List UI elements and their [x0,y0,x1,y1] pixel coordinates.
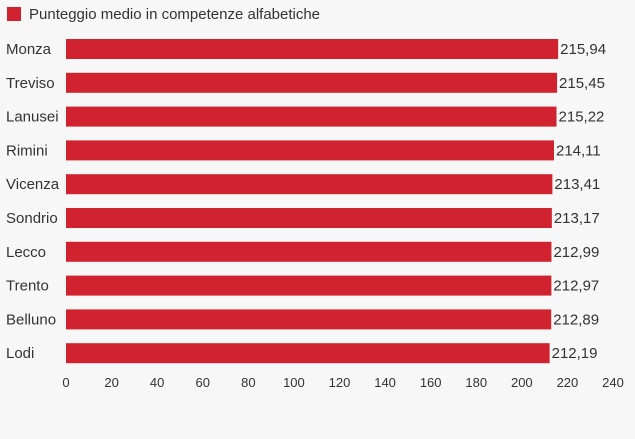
legend-label: Punteggio medio in competenze alfabetich… [29,5,321,23]
value-label: 214,11 [556,142,601,159]
bar [66,208,552,228]
bar [66,241,552,262]
x-tick-label: 20 [104,375,118,390]
category-label: Lanusei [6,109,59,126]
x-tick-label: 140 [374,375,396,390]
x-tick-label: 40 [150,375,164,390]
value-label: 213,41 [554,176,600,193]
x-tick-label: 60 [196,375,210,390]
x-tick-label: 80 [241,375,255,390]
x-tick-label: 120 [329,375,351,390]
bar [66,275,552,296]
category-label: Sondrio [6,210,58,227]
category-label: Trento [6,278,49,295]
category-label: Rimini [6,142,48,159]
category-label: Lodi [6,345,34,362]
category-label: Monza [6,41,52,58]
value-label: 215,22 [559,109,605,126]
legend: Punteggio medio in competenze alfabetich… [7,5,320,23]
bar [66,39,559,59]
value-label: 215,45 [559,75,605,92]
value-label: 212,89 [553,311,599,328]
x-tick-label: 100 [283,375,305,390]
x-tick-label: 240 [602,375,624,390]
x-tick-label: 0 [62,375,69,390]
bar [66,309,552,330]
category-label: Vicenza [6,176,60,193]
x-tick-label: 160 [420,375,442,390]
value-label: 213,17 [554,210,600,227]
bar [66,72,558,93]
value-label: 212,99 [553,244,599,261]
bar [66,140,554,161]
value-label: 212,19 [552,345,598,362]
bar [66,106,557,127]
bar [66,174,553,195]
x-tick-label: 200 [511,375,533,390]
x-tick-label: 180 [465,375,487,390]
category-label: Lecco [6,244,46,261]
category-label: Belluno [6,311,56,328]
legend-swatch [7,7,21,21]
category-label: Treviso [6,75,55,92]
value-label: 212,97 [553,278,599,295]
value-label: 215,94 [560,41,606,58]
bar [66,343,550,364]
x-tick-label: 220 [557,375,579,390]
